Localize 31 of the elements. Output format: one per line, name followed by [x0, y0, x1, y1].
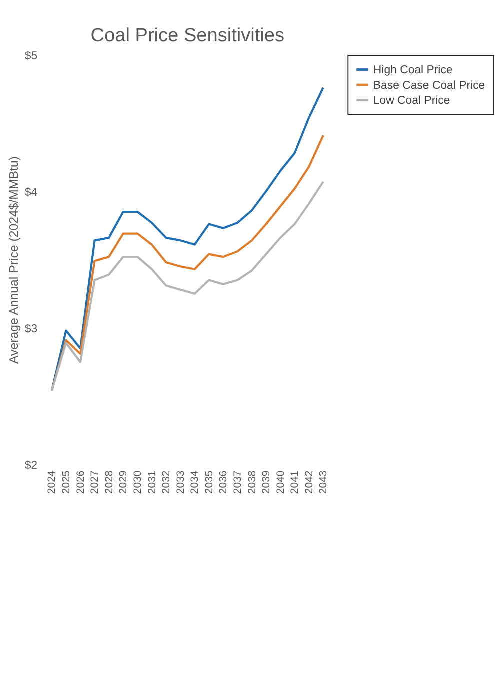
x-tick-label: 2034 — [190, 470, 202, 494]
line-series — [50, 180, 324, 392]
y-tick-label: $2 — [24, 460, 38, 472]
x-tick-label: 2041 — [290, 470, 302, 494]
x-tick-label: 2031 — [147, 470, 158, 494]
x-tick-label: 2039 — [262, 470, 273, 494]
x-tick-label: 2037 — [233, 470, 244, 494]
x-tick-label: 2030 — [132, 470, 144, 494]
x-tick-label: 2029 — [118, 470, 130, 494]
x-tick-label: 2025 — [62, 470, 73, 494]
x-tick-label: 2035 — [204, 470, 216, 494]
x-tick-label: 2042 — [304, 470, 316, 494]
y-tick-label: $5 — [24, 50, 38, 62]
y-tick-label: $4 — [24, 186, 38, 199]
x-tick-label: 2040 — [276, 470, 287, 494]
x-tick-label: 2028 — [104, 470, 116, 494]
y-axis-title: Average Annual Price (2024$/MMBtu) — [7, 156, 22, 364]
line-series — [50, 86, 324, 392]
legend-label: High Coal Price — [373, 64, 453, 77]
x-tick-label: 2024 — [47, 470, 58, 494]
legend-label: Low Coal Price — [373, 95, 450, 108]
x-tick-label: 2027 — [90, 470, 102, 494]
x-tick-label: 2043 — [318, 470, 330, 494]
legend-label: Base Case Coal Price — [373, 80, 486, 92]
x-tick-label: 2033 — [176, 470, 187, 494]
x-tick-label: 2038 — [247, 470, 258, 494]
x-tick-label: 2032 — [162, 470, 173, 494]
y-tick-label: $3 — [24, 323, 38, 336]
x-tick-label: 2026 — [76, 470, 87, 494]
x-tick-label: 2036 — [218, 470, 230, 494]
chart-title: Coal Price Sensitivities — [90, 26, 285, 47]
